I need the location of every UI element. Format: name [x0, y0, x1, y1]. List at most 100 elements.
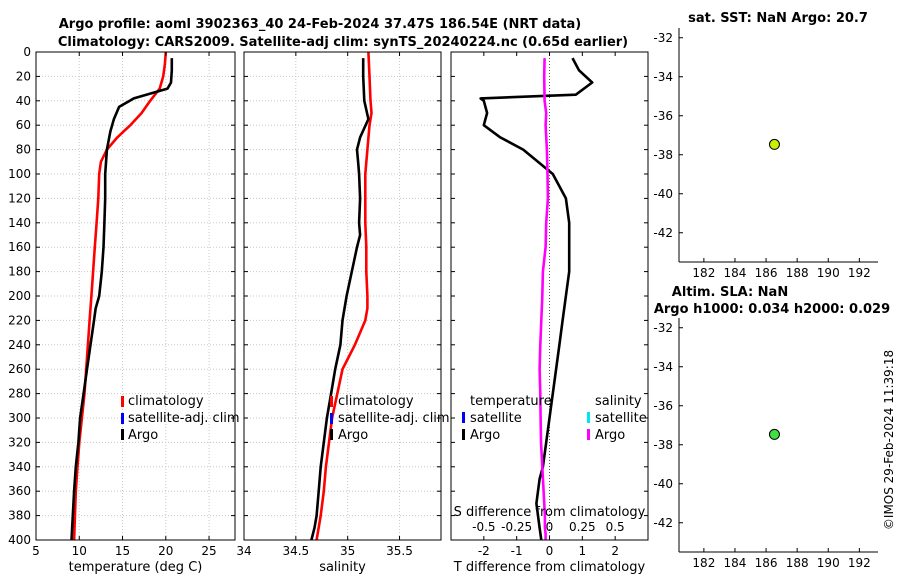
y-tick-label: 160: [8, 240, 31, 254]
secondary-tick-label: 0.25: [569, 520, 596, 534]
map2-title: Altim. SLA: NaN: [672, 285, 788, 300]
x-tick-label: 20: [158, 544, 173, 558]
legend-argo-label: Argo: [128, 428, 158, 443]
x-tick-label: 182: [692, 556, 715, 570]
y-tick-label: 60: [16, 118, 31, 132]
y-tick-label: 120: [8, 191, 31, 205]
legend-argo-label: Argo: [338, 428, 368, 443]
y-tick-label: 300: [8, 411, 31, 425]
y-tick-label: 180: [8, 265, 31, 279]
x-axis-label: T difference from climatology: [453, 560, 646, 575]
x-tick-label: 15: [115, 544, 130, 558]
secondary-tick-label: 0: [546, 520, 554, 534]
x-tick-label: 10: [72, 544, 87, 558]
x-tick-label: 192: [848, 266, 871, 280]
legend-t-satellite-label: satellite: [470, 411, 522, 426]
legend-s-satellite-label: satellite: [595, 411, 647, 426]
legend-argo-swatch: [121, 429, 124, 440]
y-tick-label: 140: [8, 216, 31, 230]
figure-title-line1: Argo profile: aoml 3902363_40 24-Feb-202…: [59, 17, 581, 32]
x-tick-label: 190: [817, 266, 840, 280]
legend-s-satellite-swatch: [587, 412, 590, 423]
x-tick-label: 188: [786, 556, 809, 570]
series-line-argo: [70, 58, 174, 541]
x-tick-label: -2: [478, 544, 490, 558]
legend-climatology-label: climatology: [128, 394, 204, 409]
x-tick-label: 190: [817, 556, 840, 570]
salinity-panel: 34 34.5 35 35.5 salinity: [236, 51, 442, 575]
x-tick-label: 182: [692, 266, 715, 280]
secondary-axis-label: S difference from climatology: [454, 505, 646, 520]
x-tick-label: 5: [32, 544, 40, 558]
y-tick-label: -36: [653, 399, 673, 413]
y-tick-label: 100: [8, 167, 31, 181]
y-tick-label: -40: [653, 187, 673, 201]
y-tick-label: 220: [8, 313, 31, 327]
y-tick-label: 0: [23, 45, 31, 59]
legend-t-argo-swatch: [462, 429, 465, 440]
y-tick-label: 320: [8, 435, 31, 449]
x-tick-label: 184: [724, 266, 747, 280]
x-tick-label: 1: [579, 544, 587, 558]
x-tick-label: 186: [755, 556, 778, 570]
y-tick-label: 380: [8, 509, 31, 523]
series-line-climatology: [315, 51, 373, 541]
legend-s-argo-label: Argo: [595, 428, 625, 443]
series-line-argo: [310, 58, 370, 541]
legend-satellite-adj-swatch: [330, 413, 333, 424]
x-tick-label: 25: [201, 544, 216, 558]
x-tick-label: 0: [546, 544, 554, 558]
secondary-tick-label: -0.25: [501, 520, 532, 534]
y-tick-label: 260: [8, 362, 31, 376]
secondary-tick-label: -0.5: [472, 520, 495, 534]
argo-position-marker: [768, 138, 780, 150]
x-axis-label: salinity: [319, 560, 366, 575]
legend-climatology-swatch: [121, 396, 124, 407]
y-tick-label: -40: [653, 477, 673, 491]
x-tick-label: 192: [848, 556, 871, 570]
y-tick-label: -32: [653, 321, 673, 335]
difference-legend: temperature satellite Argo salinity sate…: [462, 394, 647, 443]
argo-position-marker: [768, 428, 780, 440]
y-tick-label: 240: [8, 338, 31, 352]
imos-credit: ©IMOS 29-Feb-2024 11:39:18: [882, 350, 896, 530]
salinity-legend: climatology satellite-adj. clim Argo: [330, 394, 450, 443]
y-tick-label: 400: [8, 533, 31, 547]
y-tick-label: -34: [653, 360, 673, 374]
y-tick-label: 80: [16, 143, 31, 157]
sst-map-panel: 182 184 186 188 190 192 -32 -34 -36 -38 -40 -42: [653, 28, 878, 280]
x-tick-label: -1: [511, 544, 523, 558]
y-tick-label: 280: [8, 387, 31, 401]
y-tick-label: -38: [653, 148, 673, 162]
secondary-tick-label: 0.5: [606, 520, 625, 534]
x-tick-label: 35: [340, 544, 355, 558]
legend-satellite-adj-label: satellite-adj. clim: [338, 411, 450, 426]
legend-t-argo-label: Argo: [470, 428, 500, 443]
legend-s-argo-swatch: [587, 429, 590, 440]
legend-climatology-label: climatology: [338, 394, 414, 409]
x-tick-label: 186: [755, 266, 778, 280]
x-axis-label: temperature (deg C): [69, 560, 203, 575]
series-line-s-argo: [538, 58, 550, 540]
y-tick-label: -42: [653, 226, 673, 240]
legend-argo-swatch: [330, 429, 333, 440]
figure-title-line2: Climatology: CARS2009. Satellite-adj cli…: [58, 35, 628, 50]
sla-map-panel: 182 184 186 188 190 192 -32 -34 -36 -38 -40 -42: [653, 318, 878, 570]
y-tick-label: -36: [653, 109, 673, 123]
x-tick-label: 2: [611, 544, 619, 558]
map2-subtitle: Argo h1000: 0.034 h2000: 0.029: [654, 302, 890, 317]
x-tick-label: 184: [724, 556, 747, 570]
legend-satellite-adj-label: satellite-adj. clim: [128, 411, 240, 426]
series-line-t-argo: [479, 57, 594, 541]
x-tick-label: 34.5: [282, 544, 309, 558]
x-tick-label: 34: [236, 544, 251, 558]
x-tick-label: 35.5: [386, 544, 413, 558]
temperature-panel: 5 10 15 20 25 temperature (deg C) 0 20 40 60 80 100…: [8, 45, 236, 575]
temperature-legend: climatology satellite-adj. clim Argo: [121, 394, 240, 443]
y-tick-label: 200: [8, 289, 31, 303]
y-tick-label: 40: [16, 94, 31, 108]
difference-panel: -2 -1 0 1 2 T difference from climatology -0.5…: [450, 51, 649, 575]
legend-satellite-adj-swatch: [121, 413, 124, 424]
map1-title: sat. SST: NaN Argo: 20.7: [688, 11, 868, 26]
